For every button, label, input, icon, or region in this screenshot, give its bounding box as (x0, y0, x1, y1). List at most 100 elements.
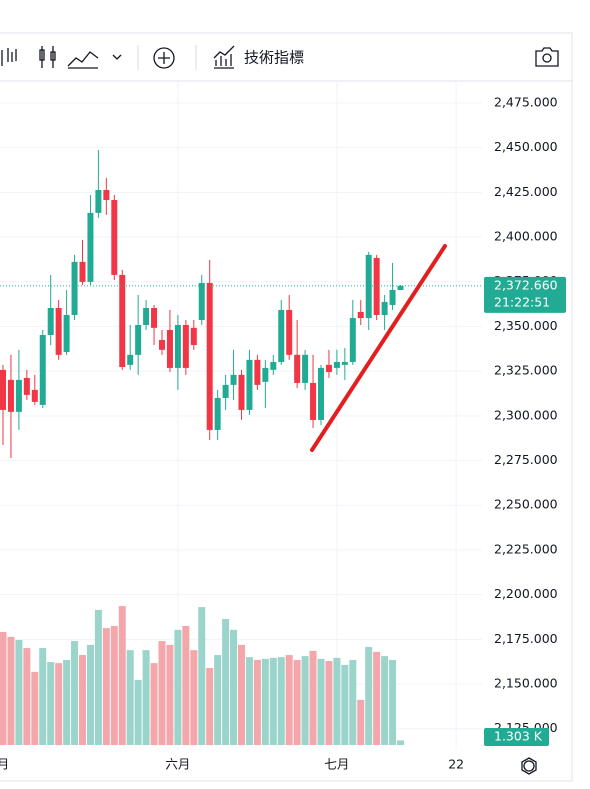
toolbar (1, 45, 559, 775)
volume-bar (190, 650, 198, 745)
candle-body (15, 379, 22, 412)
volume-bar (333, 657, 341, 745)
candle-body (182, 324, 189, 368)
candle-body (143, 308, 150, 325)
trend-line (310, 244, 447, 452)
add-icon-plus (158, 52, 170, 64)
candle-body (47, 308, 54, 336)
candle-body (341, 362, 348, 365)
volume-bar (55, 663, 63, 745)
candle-body (286, 309, 293, 355)
volume-bar (110, 626, 118, 745)
volume-bar (150, 663, 158, 745)
volume-bar (102, 628, 110, 745)
x-tick-label: 月 (0, 757, 9, 772)
candle-body (127, 354, 134, 365)
candle-body (262, 367, 269, 382)
indicators-label[interactable]: 技術指標 (244, 49, 304, 67)
candle-body (166, 329, 173, 368)
y-tick-label: 2,275.000 (494, 452, 558, 467)
countdown-label: 21:22:51 (494, 294, 550, 309)
volume-bar (325, 661, 333, 745)
candle-body (365, 254, 372, 319)
candle-body (0, 369, 6, 410)
candle-body (254, 359, 261, 385)
x-tick-label: 六月 (165, 757, 190, 772)
volume-bar (373, 651, 381, 745)
indicator-icon[interactable] (213, 45, 235, 69)
volume-bar (253, 659, 261, 745)
candle-body (159, 340, 165, 350)
candle-body (310, 382, 317, 420)
volume-bar (357, 699, 365, 745)
candle-body (79, 261, 86, 282)
area-icon[interactable] (67, 51, 99, 69)
settings-icon[interactable] (523, 760, 535, 772)
volume-bar (397, 740, 404, 745)
candle-body (325, 364, 332, 373)
volume-bar (309, 650, 317, 745)
volume-bar (349, 659, 357, 745)
y-tick-label: 2,350.000 (494, 318, 558, 333)
candle-body (318, 367, 324, 420)
candle-body (381, 301, 388, 315)
volume-bar (142, 650, 150, 745)
candle-body (198, 282, 205, 320)
y-tick-label: 2,175.000 (494, 631, 558, 646)
candle-body (270, 362, 277, 370)
candle-body (278, 309, 285, 363)
volume-bar (23, 648, 31, 745)
candle-body (39, 335, 46, 405)
volume-bar (71, 641, 79, 745)
volume-bar (39, 648, 47, 745)
volume-bar (7, 636, 15, 745)
candle-body (206, 282, 213, 430)
bars-icon[interactable] (1, 48, 17, 66)
candle-body (214, 397, 221, 430)
volume-bar (381, 656, 389, 745)
x-tick-label: 七月 (324, 757, 349, 772)
y-tick-label: 2,250.000 (494, 497, 558, 512)
volume-bar (158, 641, 166, 745)
dropdown-icon[interactable] (112, 54, 122, 60)
volume-bar (166, 644, 174, 745)
volume-bar (15, 640, 23, 745)
candle-body (135, 324, 142, 355)
add-icon[interactable] (153, 47, 175, 69)
volume-label-box (484, 728, 549, 746)
y-tick-label: 2,400.000 (494, 229, 558, 244)
candle-body (302, 354, 309, 383)
last-price-label: 2,372.660 (494, 277, 558, 292)
volume-bar (238, 644, 245, 745)
y-tick-label: 2,425.000 (494, 184, 558, 199)
candle-body (71, 261, 78, 315)
candle-body (357, 311, 364, 319)
candle-body (174, 324, 181, 368)
volume-bar (126, 650, 134, 745)
volume-bar (285, 655, 293, 745)
camera-icon[interactable] (535, 47, 559, 67)
x-tick-label: 22 (448, 757, 464, 772)
candle-body (119, 274, 126, 368)
volume-bar (261, 658, 269, 745)
candle-body (373, 257, 380, 315)
volume-bar (230, 629, 238, 745)
volume-bar (365, 647, 373, 745)
volume-bar (341, 664, 349, 745)
volume-bar (86, 644, 94, 745)
candle-body (222, 384, 229, 398)
candle-body (389, 289, 396, 305)
candle-body (87, 212, 94, 282)
plot: 2,475.000 2,450.000 2,425.000 2,400.000 2,37… (0, 82, 566, 772)
candle-body (349, 318, 356, 363)
camera-lens (542, 53, 552, 63)
volume-bar (245, 657, 253, 745)
volume-bar (301, 656, 309, 745)
candle-icon[interactable] (39, 46, 56, 68)
volume-bar (134, 679, 142, 745)
candle-body (238, 374, 245, 410)
settings-hex (521, 757, 537, 775)
volume-bar (214, 655, 222, 745)
y-tick-label: 2,475.000 (494, 94, 558, 109)
